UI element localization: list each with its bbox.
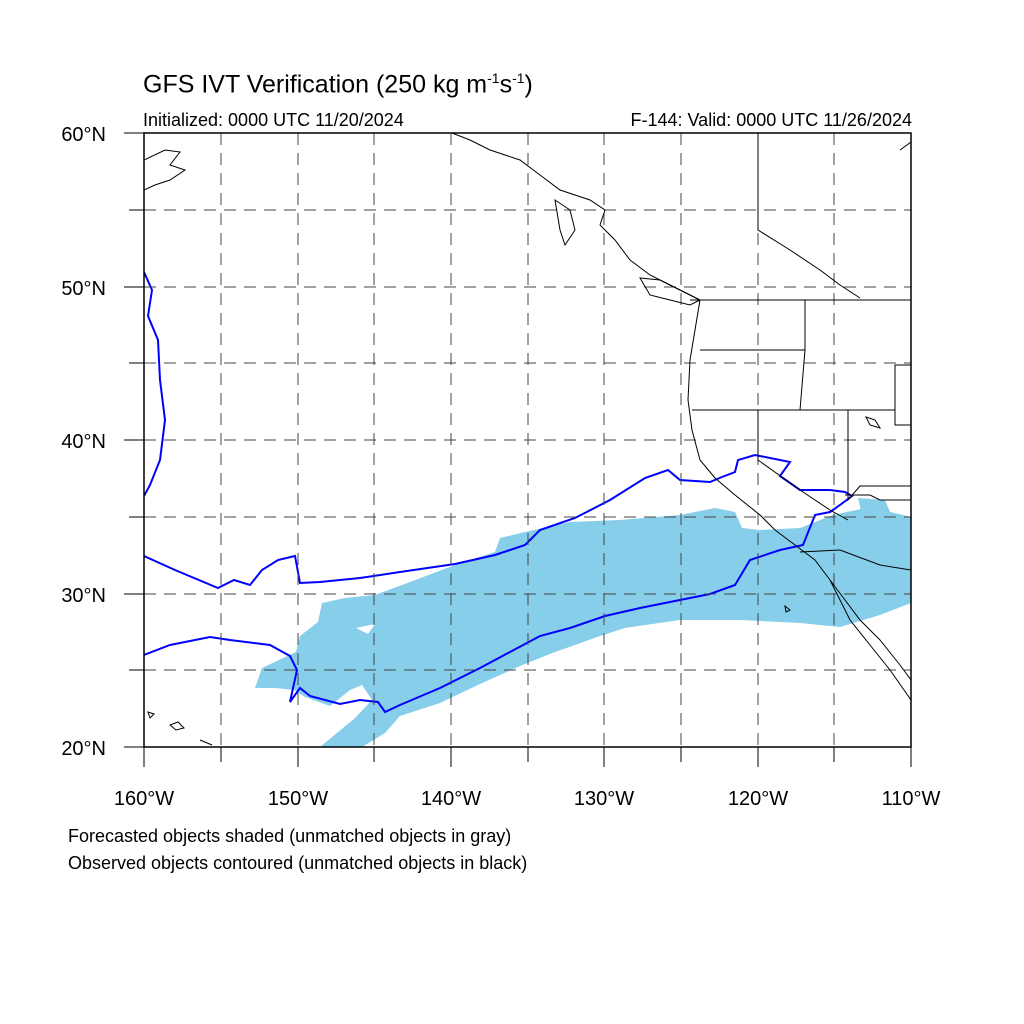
forecast-ivt-gap <box>356 624 375 634</box>
footer-observed-note: Observed objects contoured (unmatched ob… <box>68 853 528 873</box>
lon-label-110w: 110°W <box>882 788 941 810</box>
lat-label-60: 60°N <box>61 124 106 146</box>
map-title: GFS IVT Verification (250 kg m-1s-1) <box>143 70 533 99</box>
lon-label-160w: 160°W <box>114 788 174 810</box>
lon-label-150w: 150°W <box>268 788 328 810</box>
coastlines <box>144 133 911 746</box>
forecast-ivt-object <box>255 507 911 747</box>
graticule <box>144 133 911 747</box>
lat-label-50: 50°N <box>61 278 106 300</box>
borders <box>690 133 911 571</box>
lon-label-130w: 130°W <box>574 788 634 810</box>
observed-ivt-contour-west <box>144 271 167 497</box>
tick-marks <box>124 132 912 767</box>
lon-label-140w: 140°W <box>421 788 481 810</box>
lat-label-20: 20°N <box>61 738 106 760</box>
valid-time: F-144: Valid: 0000 UTC 11/26/2024 <box>630 110 912 130</box>
lat-label-30: 30°N <box>61 585 106 607</box>
lon-label-120w: 120°W <box>728 788 788 810</box>
forecast-ivt-object-small <box>858 498 890 515</box>
footer-forecast-note: Forecasted objects shaded (unmatched obj… <box>68 826 512 846</box>
initialized-time: Initialized: 0000 UTC 11/20/2024 <box>143 110 404 130</box>
lat-label-40: 40°N <box>61 431 106 453</box>
